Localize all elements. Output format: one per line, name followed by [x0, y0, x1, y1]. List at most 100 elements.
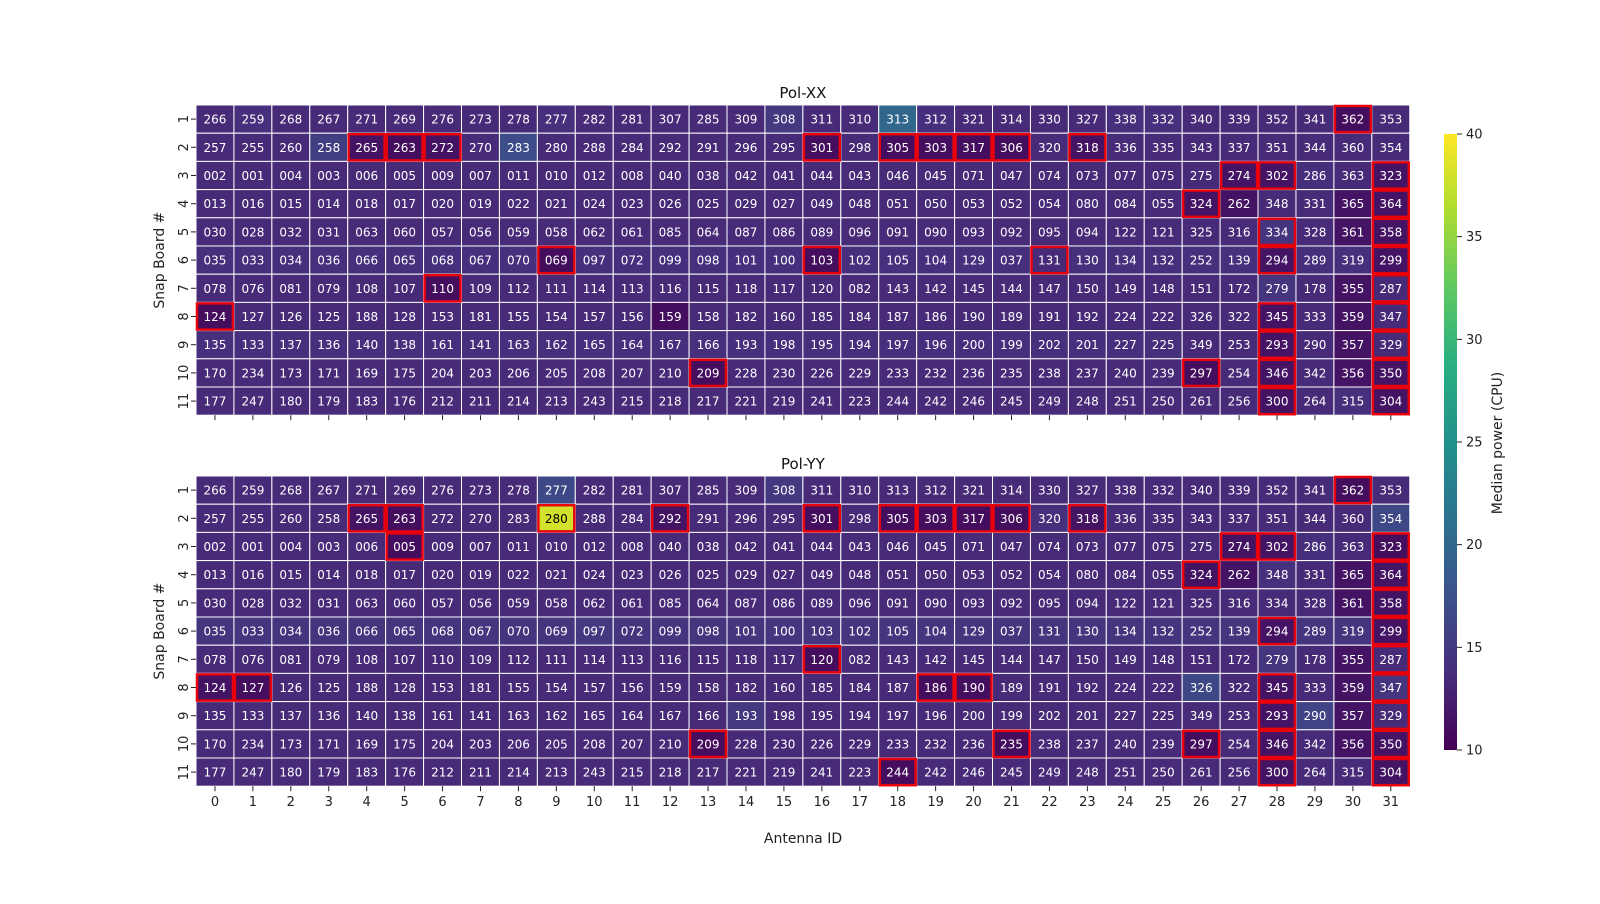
- heatmap-cell: [840, 672, 880, 703]
- flagged-cell-outline: [1371, 729, 1411, 759]
- heatmap-cell: [878, 189, 918, 219]
- cell-antenna-label: 312: [924, 113, 947, 127]
- flagged-cell-outline: [954, 132, 993, 162]
- cell-antenna-label: 019: [469, 568, 492, 582]
- heatmap-cell: [536, 330, 576, 360]
- cell-antenna-label: 353: [1379, 113, 1402, 127]
- cell-antenna-label: 242: [924, 395, 947, 409]
- cell-antenna-label: 044: [810, 540, 833, 554]
- cell-antenna-label: 215: [621, 395, 644, 409]
- cell-antenna-label: 350: [1379, 737, 1402, 751]
- heatmap-cell: [1105, 273, 1145, 303]
- cell-antenna-label: 007: [469, 540, 492, 554]
- cell-antenna-label: 331: [1303, 568, 1326, 582]
- heatmap-cell: [650, 616, 690, 646]
- flagged-cell-outline: [233, 673, 273, 702]
- cell-antenna-label: 335: [1152, 512, 1175, 526]
- cell-antenna-label: 063: [355, 596, 378, 610]
- heatmap-cell: [498, 757, 538, 787]
- heatmap-cell: [1143, 189, 1183, 219]
- y-tick-label: 1: [177, 115, 192, 123]
- cell-antenna-label: 213: [545, 766, 568, 780]
- cell-antenna-label: 057: [431, 225, 454, 239]
- cell-antenna-label: 270: [469, 141, 492, 155]
- heatmap-cell: [726, 644, 766, 674]
- cell-antenna-label: 154: [545, 310, 568, 324]
- heatmap-cell: [1181, 245, 1221, 275]
- cell-antenna-label: 290: [1303, 338, 1326, 352]
- cell-antenna-label: 243: [583, 395, 606, 409]
- cell-antenna-label: 277: [545, 113, 568, 127]
- flagged-cell-outline: [385, 132, 424, 162]
- cell-antenna-label: 078: [204, 653, 227, 667]
- cell-antenna-label: 177: [204, 395, 227, 409]
- cell-antenna-label: 345: [1266, 681, 1289, 695]
- flagged-cell-outline: [916, 132, 955, 162]
- cell-antenna-label: 060: [393, 596, 416, 610]
- cell-antenna-label: 215: [621, 766, 644, 780]
- y-tick-label: 2: [177, 514, 192, 522]
- cell-antenna-label: 280: [545, 512, 568, 526]
- heatmap-cell: [764, 245, 804, 275]
- cell-antenna-label: 250: [1152, 395, 1175, 409]
- cell-antenna-label: 020: [431, 197, 454, 211]
- cell-antenna-label: 040: [659, 540, 682, 554]
- heatmap-cell: [878, 245, 918, 275]
- cell-antenna-label: 054: [1038, 197, 1061, 211]
- x-tick-label: 31: [1383, 795, 1400, 810]
- cell-antenna-label: 062: [583, 225, 606, 239]
- cell-antenna-label: 256: [1228, 766, 1251, 780]
- flagged-cell-outline: [1181, 358, 1221, 388]
- heatmap-cell: [233, 729, 273, 759]
- cell-antenna-label: 256: [1228, 395, 1251, 409]
- cell-antenna-label: 193: [735, 709, 758, 723]
- cell-antenna-label: 198: [772, 709, 795, 723]
- heatmap-cell: [233, 588, 273, 618]
- heatmap-cell: [1181, 531, 1221, 562]
- cell-antenna-label: 110: [431, 653, 454, 667]
- cell-antenna-label: 344: [1303, 512, 1326, 526]
- cell-antenna-label: 056: [469, 596, 492, 610]
- cell-antenna-label: 237: [1076, 366, 1099, 380]
- cell-antenna-label: 016: [241, 568, 264, 582]
- heatmap-cell: [1219, 475, 1259, 505]
- flagged-cell-outline: [1257, 358, 1297, 388]
- y-tick-label: 5: [177, 599, 192, 607]
- heatmap-cell: [1219, 330, 1259, 360]
- cell-antenna-label: 139: [1228, 254, 1251, 268]
- cell-antenna-label: 131: [1038, 625, 1061, 639]
- heatmap-cell: [612, 475, 652, 505]
- heatmap-cell: [1219, 245, 1259, 275]
- flagged-cell-outline: [1371, 217, 1411, 247]
- heatmap-cell: [233, 160, 273, 191]
- heatmap-cell: [1105, 301, 1145, 332]
- cell-antenna-label: 019: [469, 197, 492, 211]
- cell-antenna-label: 272: [431, 512, 454, 526]
- heatmap-cell: [1371, 330, 1411, 360]
- cell-antenna-label: 240: [1114, 737, 1137, 751]
- cell-antenna-label: 021: [545, 197, 568, 211]
- cell-antenna-label: 302: [1266, 169, 1289, 183]
- heatmap-cell: [1295, 189, 1335, 219]
- heatmap-cell: [1333, 160, 1373, 191]
- cell-antenna-label: 279: [1266, 653, 1289, 667]
- heatmap-cell: [612, 531, 652, 562]
- cell-antenna-label: 117: [772, 653, 795, 667]
- cell-antenna-label: 201: [1076, 338, 1099, 352]
- cell-antenna-label: 208: [583, 366, 606, 380]
- flagged-cell-outline: [1371, 560, 1411, 590]
- cell-antenna-label: 009: [431, 540, 454, 554]
- cell-antenna-label: 025: [697, 197, 720, 211]
- heatmap-cell: [1181, 217, 1221, 247]
- cell-antenna-label: 003: [317, 540, 340, 554]
- heatmap-cell: [650, 644, 690, 674]
- cell-antenna-label: 136: [317, 709, 340, 723]
- cell-antenna-label: 027: [772, 568, 795, 582]
- cell-antenna-label: 288: [583, 512, 606, 526]
- cell-antenna-label: 030: [204, 225, 227, 239]
- heatmap-cell: [195, 560, 235, 590]
- cell-antenna-label: 093: [962, 225, 985, 239]
- cell-antenna-label: 227: [1114, 709, 1137, 723]
- cell-antenna-label: 325: [1190, 596, 1213, 610]
- cell-antenna-label: 087: [735, 225, 758, 239]
